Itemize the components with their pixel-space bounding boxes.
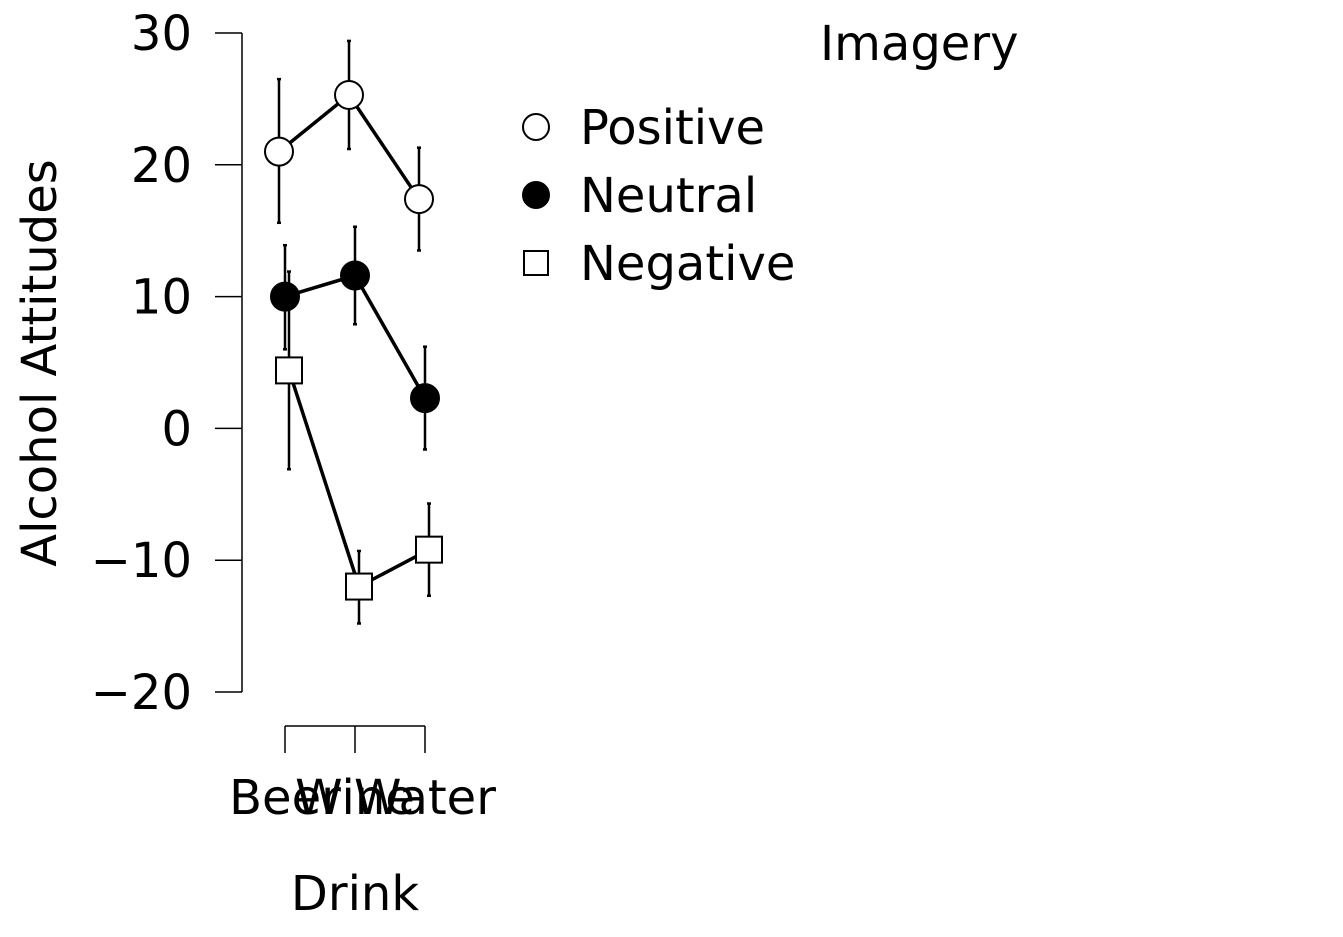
x-axis-title: Drink — [291, 866, 419, 922]
y-tick-label: 20 — [131, 138, 192, 194]
legend-marker-positive — [522, 113, 550, 141]
y-tick-label: −20 — [91, 665, 192, 721]
data-point — [415, 535, 443, 564]
y-tick-label: 10 — [131, 270, 192, 326]
data-point — [345, 572, 373, 601]
x-tick-label: Beer — [229, 770, 341, 826]
legend-label-positive: Positive — [580, 100, 765, 156]
data-point — [340, 260, 370, 291]
data-point — [404, 184, 434, 215]
data-point — [264, 136, 294, 167]
y-tick-label: 30 — [131, 6, 192, 62]
series-negative — [275, 270, 443, 625]
data-point — [334, 79, 364, 110]
plot-area — [264, 39, 443, 625]
legend: Imagery Positive Neutral Negative — [522, 16, 1018, 292]
legend-marker-negative — [523, 250, 549, 276]
data-point — [275, 356, 303, 385]
x-tick-label: Water — [354, 770, 496, 826]
legend-marker-neutral — [522, 181, 550, 209]
legend-label-neutral: Neutral — [580, 168, 757, 224]
data-point — [270, 281, 300, 312]
y-tick-label: 0 — [161, 401, 192, 457]
x-tick-label: Wine — [295, 770, 415, 826]
legend-label-negative: Negative — [580, 236, 795, 292]
series-neutral — [270, 225, 440, 451]
legend-title: Imagery — [820, 16, 1018, 72]
data-point — [410, 383, 440, 414]
y-axis-title: Alcohol Attitudes — [12, 159, 68, 567]
y-tick-label: −10 — [91, 533, 192, 589]
series-positive — [264, 39, 434, 252]
